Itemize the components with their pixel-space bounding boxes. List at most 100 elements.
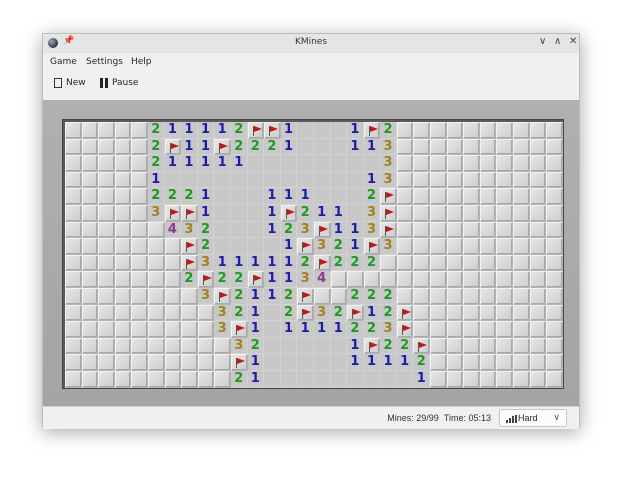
cell-closed[interactable]	[479, 171, 497, 189]
cell-closed[interactable]	[546, 287, 563, 305]
cell-closed[interactable]	[396, 271, 414, 288]
cell-closed[interactable]	[98, 171, 115, 189]
cell-number[interactable]: 1	[197, 138, 215, 156]
cell-flagged[interactable]	[396, 304, 414, 322]
cell-closed[interactable]	[529, 138, 547, 156]
cell-closed[interactable]	[81, 354, 99, 371]
cell-closed[interactable]	[529, 171, 547, 189]
cell-closed[interactable]	[546, 155, 563, 172]
cell-closed[interactable]	[513, 204, 530, 222]
cell-closed[interactable]	[396, 204, 414, 222]
cell-number[interactable]: 2	[413, 354, 431, 371]
cell-number[interactable]: 1	[363, 304, 381, 322]
cell-closed[interactable]	[430, 188, 447, 205]
cell-closed[interactable]	[81, 122, 99, 139]
cell-number[interactable]: 2	[247, 138, 265, 156]
cell-number[interactable]: 2	[230, 370, 248, 388]
cell-number[interactable]: 1	[247, 287, 265, 305]
cell-number[interactable]: 2	[347, 321, 364, 338]
cell-number[interactable]: 2	[330, 304, 348, 322]
cell-closed[interactable]	[114, 271, 132, 288]
cell-closed[interactable]	[114, 221, 132, 239]
cell-closed[interactable]	[164, 354, 182, 371]
cell-closed[interactable]	[65, 304, 82, 322]
cell-closed[interactable]	[413, 122, 431, 139]
cell-closed[interactable]	[546, 221, 563, 239]
cell-closed[interactable]	[446, 321, 464, 338]
cell-closed[interactable]	[463, 354, 480, 371]
cell-closed[interactable]	[65, 138, 82, 156]
cell-number[interactable]: 3	[380, 138, 397, 156]
pause-button[interactable]: Pause	[100, 78, 138, 88]
cell-number[interactable]: 1	[330, 321, 348, 338]
cell-closed[interactable]	[98, 221, 115, 239]
cell-number[interactable]: 2	[380, 337, 397, 355]
cell-closed[interactable]	[413, 238, 431, 255]
cell-closed[interactable]	[479, 188, 497, 205]
cell-closed[interactable]	[513, 337, 530, 355]
cell-closed[interactable]	[463, 287, 480, 305]
cell-number[interactable]: 1	[164, 155, 182, 172]
cell-closed[interactable]	[396, 287, 414, 305]
cell-closed[interactable]	[430, 221, 447, 239]
cell-number[interactable]: 1	[280, 254, 298, 272]
cell-number[interactable]: 1	[313, 321, 331, 338]
cell-closed[interactable]	[513, 254, 530, 272]
cell-closed[interactable]	[98, 122, 115, 139]
difficulty-select[interactable]: Hard ∨	[499, 409, 567, 427]
cell-closed[interactable]	[446, 171, 464, 189]
cell-closed[interactable]	[463, 122, 480, 139]
cell-closed[interactable]	[513, 321, 530, 338]
cell-number[interactable]: 2	[247, 337, 265, 355]
cell-closed[interactable]	[81, 171, 99, 189]
cell-closed[interactable]	[214, 337, 231, 355]
cell-flagged[interactable]	[297, 287, 314, 305]
cell-closed[interactable]	[463, 304, 480, 322]
cell-closed[interactable]	[513, 238, 530, 255]
cell-closed[interactable]	[147, 238, 165, 255]
cell-closed[interactable]	[114, 238, 132, 255]
cell-closed[interactable]	[114, 304, 132, 322]
cell-closed[interactable]	[546, 238, 563, 255]
cell-number[interactable]: 1	[247, 370, 265, 388]
cell-number[interactable]: 1	[247, 354, 265, 371]
cell-number[interactable]: 2	[147, 188, 165, 205]
cell-closed[interactable]	[114, 122, 132, 139]
cell-closed[interactable]	[131, 304, 148, 322]
cell-closed[interactable]	[529, 254, 547, 272]
cell-closed[interactable]	[529, 304, 547, 322]
cell-closed[interactable]	[98, 370, 115, 388]
cell-closed[interactable]	[147, 321, 165, 338]
cell-closed[interactable]	[114, 155, 132, 172]
cell-number[interactable]: 2	[181, 188, 198, 205]
cell-number[interactable]: 1	[330, 204, 348, 222]
cell-closed[interactable]	[214, 354, 231, 371]
cell-number[interactable]: 3	[380, 155, 397, 172]
cell-number[interactable]: 3	[380, 238, 397, 255]
cell-flagged[interactable]	[380, 221, 397, 239]
cell-number[interactable]: 2	[363, 254, 381, 272]
cell-closed[interactable]	[529, 155, 547, 172]
cell-closed[interactable]	[413, 221, 431, 239]
cell-closed[interactable]	[463, 337, 480, 355]
cell-closed[interactable]	[65, 204, 82, 222]
cell-number[interactable]: 1	[363, 354, 381, 371]
cell-closed[interactable]	[197, 354, 215, 371]
cell-number[interactable]: 4	[164, 221, 182, 239]
cell-closed[interactable]	[413, 171, 431, 189]
cell-closed[interactable]	[479, 138, 497, 156]
cell-closed[interactable]	[396, 171, 414, 189]
cell-closed[interactable]	[181, 321, 198, 338]
cell-number[interactable]: 1	[181, 138, 198, 156]
cell-closed[interactable]	[463, 271, 480, 288]
cell-number[interactable]: 2	[214, 271, 231, 288]
cell-number[interactable]: 2	[330, 238, 348, 255]
cell-number[interactable]: 3	[181, 221, 198, 239]
cell-closed[interactable]	[446, 287, 464, 305]
cell-number[interactable]: 1	[347, 354, 364, 371]
cell-closed[interactable]	[546, 254, 563, 272]
cell-closed[interactable]	[430, 354, 447, 371]
cell-flagged[interactable]	[264, 122, 281, 139]
cell-closed[interactable]	[430, 321, 447, 338]
cell-flagged[interactable]	[164, 138, 182, 156]
